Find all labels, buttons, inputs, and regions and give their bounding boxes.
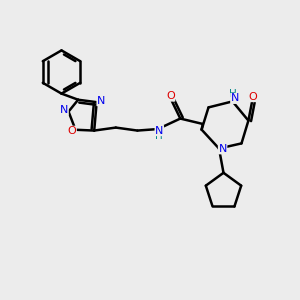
Text: N: N [97,96,105,106]
Text: N: N [155,126,164,136]
Text: N: N [60,105,68,115]
Text: H: H [155,131,163,141]
Text: O: O [248,92,257,102]
Text: H: H [229,89,237,99]
Text: O: O [166,91,175,101]
Text: O: O [68,126,76,136]
Text: N: N [218,144,227,154]
Text: N: N [231,93,239,103]
